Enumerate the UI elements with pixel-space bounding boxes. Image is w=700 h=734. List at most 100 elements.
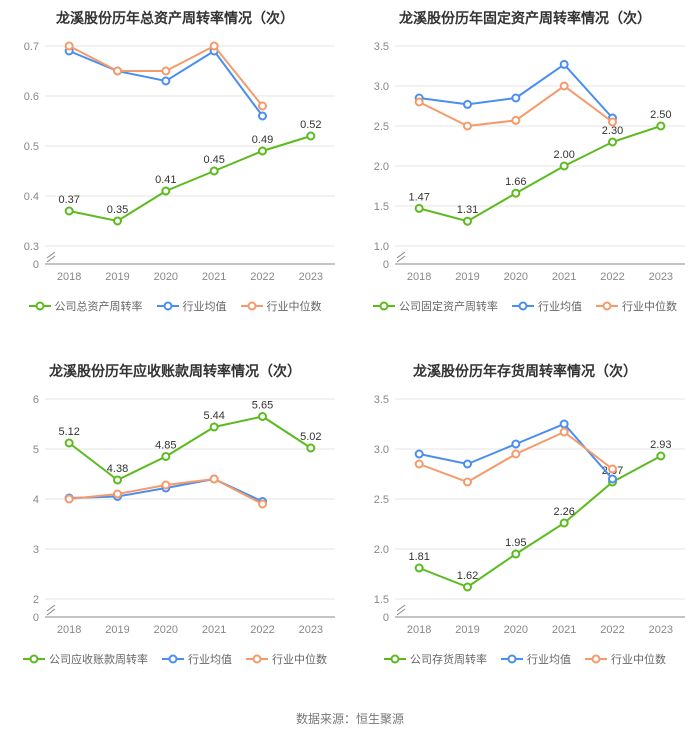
legend-label: 行业中位数 — [611, 651, 666, 667]
svg-text:1.66: 1.66 — [505, 176, 526, 188]
svg-text:2.0: 2.0 — [374, 544, 389, 556]
legend-item: 行业均值 — [157, 298, 227, 314]
svg-text:0: 0 — [383, 612, 389, 624]
svg-text:2.30: 2.30 — [602, 125, 623, 137]
svg-text:3.5: 3.5 — [374, 394, 389, 406]
legend-marker-icon — [23, 653, 45, 665]
legend-marker-icon — [246, 653, 268, 665]
svg-text:0.7: 0.7 — [24, 41, 39, 53]
svg-text:3.5: 3.5 — [374, 41, 389, 53]
chart-canvas-0: 0.30.40.50.60.70201820192020202120222023… — [4, 32, 346, 292]
svg-text:1.31: 1.31 — [457, 204, 478, 216]
legend-marker-icon — [162, 653, 184, 665]
svg-text:2018: 2018 — [407, 271, 431, 283]
chart-panel-1: 龙溪股份历年固定资产周转率情况（次） 1.01.52.02.53.03.5020… — [350, 0, 700, 353]
legend-item: 行业中位数 — [241, 298, 322, 314]
legend-item: 行业中位数 — [596, 298, 677, 314]
svg-text:2023: 2023 — [649, 271, 673, 283]
legend-marker-icon — [512, 300, 534, 312]
svg-text:2021: 2021 — [552, 624, 576, 636]
svg-text:5.65: 5.65 — [252, 400, 273, 412]
svg-text:5.02: 5.02 — [300, 431, 321, 443]
svg-text:6: 6 — [33, 394, 39, 406]
svg-text:2023: 2023 — [299, 271, 323, 283]
svg-text:0.52: 0.52 — [300, 119, 321, 131]
svg-text:0.41: 0.41 — [155, 174, 176, 186]
legend-label: 行业中位数 — [622, 298, 677, 314]
svg-text:5.44: 5.44 — [203, 410, 224, 422]
svg-text:2022: 2022 — [250, 624, 274, 636]
svg-text:2023: 2023 — [299, 624, 323, 636]
chart-legend-3: 公司存货周转率 行业均值 行业中位数 — [354, 651, 696, 667]
legend-marker-icon — [157, 300, 179, 312]
chart-legend-2: 公司应收账款周转率行业均值行业中位数 — [4, 651, 346, 667]
svg-text:4: 4 — [33, 494, 39, 506]
chart-title: 龙溪股份历年存货周转率情况（次） — [354, 361, 696, 381]
data-source-footer: 数据来源：恒生聚源 — [0, 706, 700, 727]
svg-text:1.95: 1.95 — [505, 537, 526, 549]
chart-title: 龙溪股份历年固定资产周转率情况（次） — [354, 8, 696, 28]
legend-label: 行业均值 — [188, 651, 232, 667]
svg-text:2019: 2019 — [105, 624, 129, 636]
chart-panel-0: 龙溪股份历年总资产周转率情况（次） 0.30.40.50.60.70201820… — [0, 0, 350, 353]
svg-text:2020: 2020 — [504, 271, 528, 283]
svg-text:2020: 2020 — [504, 624, 528, 636]
svg-text:2019: 2019 — [105, 271, 129, 283]
legend-label: 行业均值 — [527, 651, 571, 667]
svg-text:4.85: 4.85 — [155, 440, 176, 452]
svg-text:2021: 2021 — [202, 624, 226, 636]
legend-label: 行业中位数 — [272, 651, 327, 667]
legend-item: 行业均值 — [162, 651, 232, 667]
chart-legend-1: 公司固定资产周转率行业均值行业中位数 — [354, 298, 696, 314]
legend-label: 公司存货周转率 — [410, 651, 487, 667]
svg-text:0.37: 0.37 — [58, 194, 79, 206]
legend-marker-icon — [29, 300, 51, 312]
svg-text:2.00: 2.00 — [553, 149, 574, 161]
svg-text:4.38: 4.38 — [107, 463, 128, 475]
legend-item: 公司存货周转率 — [384, 651, 487, 667]
legend-label: 行业均值 — [183, 298, 227, 314]
svg-text:2023: 2023 — [649, 624, 673, 636]
svg-text:0.4: 0.4 — [24, 191, 39, 203]
svg-text:1.62: 1.62 — [457, 570, 478, 582]
svg-text:2022: 2022 — [250, 271, 274, 283]
svg-text:0.35: 0.35 — [107, 204, 128, 216]
svg-text:2.5: 2.5 — [374, 121, 389, 133]
legend-label: 公司固定资产周转率 — [399, 298, 498, 314]
svg-text:0.3: 0.3 — [24, 241, 39, 253]
svg-text:2.50: 2.50 — [650, 109, 671, 121]
svg-text:2022: 2022 — [600, 271, 624, 283]
svg-text:0.49: 0.49 — [252, 134, 273, 146]
svg-text:2.93: 2.93 — [650, 439, 671, 451]
svg-text:2019: 2019 — [455, 624, 479, 636]
chart-panel-2: 龙溪股份历年应收账款周转率情况（次） 234560201820192020202… — [0, 353, 350, 706]
legend-marker-icon — [384, 653, 406, 665]
legend-marker-icon — [585, 653, 607, 665]
legend-item: 公司总资产周转率 — [29, 298, 143, 314]
legend-label: 公司总资产周转率 — [55, 298, 143, 314]
svg-text:2021: 2021 — [552, 271, 576, 283]
svg-text:2022: 2022 — [600, 624, 624, 636]
svg-text:0: 0 — [383, 259, 389, 271]
legend-item: 公司固定资产周转率 — [373, 298, 498, 314]
svg-text:2018: 2018 — [407, 624, 431, 636]
svg-text:1.0: 1.0 — [374, 241, 389, 253]
legend-marker-icon — [596, 300, 618, 312]
svg-text:0: 0 — [33, 612, 39, 624]
svg-text:3.0: 3.0 — [374, 444, 389, 456]
chart-canvas-1: 1.01.52.02.53.03.50201820192020202120222… — [354, 32, 696, 292]
svg-text:1.81: 1.81 — [408, 551, 429, 563]
svg-text:2.5: 2.5 — [374, 494, 389, 506]
svg-text:5.12: 5.12 — [58, 426, 79, 438]
svg-text:2018: 2018 — [57, 271, 81, 283]
svg-text:2020: 2020 — [154, 624, 178, 636]
legend-item: 行业均值 — [501, 651, 571, 667]
legend-item: 行业中位数 — [585, 651, 666, 667]
legend-label: 行业中位数 — [267, 298, 322, 314]
svg-text:3: 3 — [33, 544, 39, 556]
svg-text:1.5: 1.5 — [374, 594, 389, 606]
chart-title: 龙溪股份历年应收账款周转率情况（次） — [4, 361, 346, 381]
svg-text:0.45: 0.45 — [203, 154, 224, 166]
chart-panel-3: 龙溪股份历年存货周转率情况（次） 1.5 2.0 2.5 3.0 3.5 0 2018 201… — [350, 353, 700, 706]
legend-item: 行业中位数 — [246, 651, 327, 667]
